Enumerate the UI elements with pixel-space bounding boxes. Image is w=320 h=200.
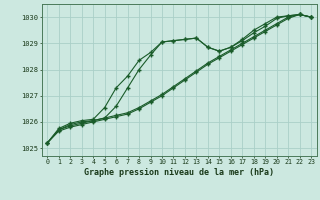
- X-axis label: Graphe pression niveau de la mer (hPa): Graphe pression niveau de la mer (hPa): [84, 168, 274, 177]
